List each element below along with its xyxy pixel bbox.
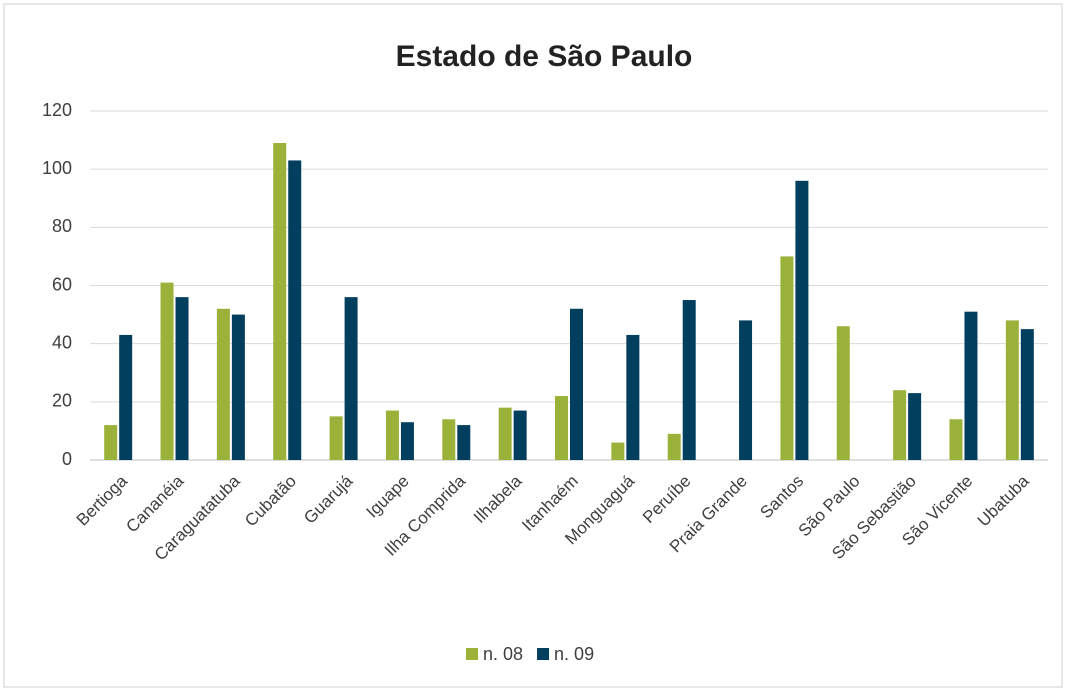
y-tick-label: 20 [52, 391, 72, 411]
bar [160, 282, 174, 460]
bar [1020, 329, 1034, 460]
legend-swatch [466, 648, 478, 660]
bar [175, 297, 189, 460]
y-tick-label: 60 [52, 274, 72, 294]
legend-label: n. 09 [554, 644, 594, 664]
bar [119, 334, 133, 460]
legend-swatch [537, 648, 550, 660]
bar [682, 300, 696, 460]
bar [288, 160, 302, 461]
bar [836, 326, 850, 460]
bar [498, 407, 512, 460]
bar [780, 256, 794, 460]
bar [329, 416, 343, 460]
bar [385, 410, 399, 460]
bar [231, 314, 245, 460]
bar [667, 433, 681, 460]
bar [400, 422, 414, 460]
y-tick-label: 100 [42, 158, 72, 178]
bar [964, 311, 978, 460]
bar [1005, 320, 1019, 460]
bar [555, 396, 568, 460]
bar [570, 308, 583, 460]
bar [513, 410, 527, 460]
bar [344, 297, 358, 460]
bar [611, 442, 625, 460]
bar [739, 320, 753, 460]
bar [273, 142, 287, 460]
bar [795, 180, 809, 461]
legend-label: n. 08 [483, 644, 523, 664]
bar [457, 425, 471, 460]
y-tick-label: 40 [52, 332, 72, 352]
y-tick-label: 120 [42, 100, 72, 120]
bar [893, 390, 907, 460]
bar [104, 425, 118, 460]
y-tick-label: 0 [62, 449, 72, 469]
bar [216, 308, 230, 460]
bar [626, 334, 640, 460]
bar [908, 393, 922, 460]
bar [949, 419, 963, 460]
bar [442, 419, 456, 460]
y-tick-label: 80 [52, 216, 72, 236]
chart-title: Estado de São Paulo [396, 40, 693, 73]
